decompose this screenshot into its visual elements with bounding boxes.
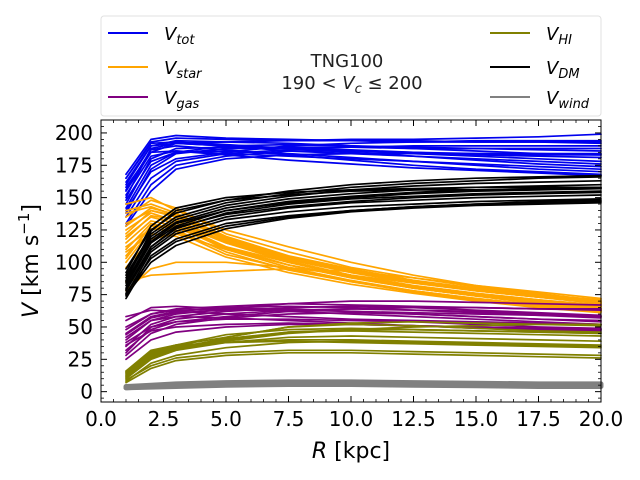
series-line-v-hi-7 bbox=[125, 323, 602, 379]
y-tick-label: 100 bbox=[55, 250, 93, 274]
series-line-v-tot-16 bbox=[125, 145, 602, 191]
y-tick-label: 125 bbox=[55, 218, 93, 242]
legend-label: Vwind bbox=[546, 88, 590, 112]
x-tick-label: 15.0 bbox=[454, 407, 499, 431]
series-line-v-gas-14 bbox=[125, 309, 602, 336]
series-line-v-gas-4 bbox=[125, 305, 602, 348]
x-tick-label: 20.0 bbox=[579, 407, 624, 431]
series-line-v-hi-6 bbox=[125, 349, 602, 381]
legend-item-gas: Vgas bbox=[108, 88, 200, 112]
series-line-v-dm-11 bbox=[125, 187, 602, 284]
legend-item-star: Vstar bbox=[108, 58, 203, 82]
series-line-v-hi-11 bbox=[125, 327, 602, 374]
series-line-v-hi-10 bbox=[125, 323, 602, 377]
series-line-v-tot-15 bbox=[125, 152, 602, 227]
y-tick-label: 75 bbox=[68, 283, 93, 307]
series-v-star bbox=[125, 196, 602, 314]
series-line-v-tot-17 bbox=[125, 141, 602, 180]
x-tick-label: 7.5 bbox=[273, 407, 305, 431]
series-v-wind bbox=[123, 379, 604, 391]
legend-frame bbox=[100, 15, 602, 117]
x-tick-label: 0.0 bbox=[85, 407, 117, 431]
x-axis-label: R [kpc] bbox=[312, 439, 390, 464]
x-tick-label: 5.0 bbox=[210, 407, 242, 431]
legend-item-tot: Vtot bbox=[108, 24, 195, 48]
series-line-v-dm-14 bbox=[125, 201, 602, 297]
series-line-v-dm-9 bbox=[125, 186, 602, 274]
axes: 0.0 2.5 5.0 7.5 10.0 12.5 15.0 17.5 20.0 0 25 50 75 1… bbox=[15, 119, 624, 464]
series-line-v-star-19 bbox=[125, 205, 602, 313]
legend-item-wind: Vwind bbox=[490, 88, 590, 112]
series-v-tot bbox=[125, 133, 602, 227]
series-v-dm bbox=[125, 174, 602, 300]
series-line-v-dm-10 bbox=[125, 187, 602, 282]
series-line-v-hi-9 bbox=[125, 351, 602, 384]
series-line-v-tot-14 bbox=[125, 147, 602, 214]
legend-label: Vgas bbox=[164, 88, 200, 112]
series-line-v-tot-12 bbox=[125, 143, 602, 209]
y-tick-label: 50 bbox=[68, 315, 93, 339]
x-tick-label: 10.0 bbox=[329, 407, 374, 431]
series-line-v-star-12 bbox=[125, 209, 602, 305]
y-axis-label: V [km s−1] bbox=[15, 204, 44, 318]
chart-subtitle: 190 < Vc ≤ 200 bbox=[281, 73, 422, 97]
legend-label: Vtot bbox=[164, 24, 195, 48]
series-line-v-hi-4 bbox=[125, 339, 602, 375]
y-tick-label: 200 bbox=[55, 121, 93, 145]
y-tick-label: 150 bbox=[55, 186, 93, 210]
series-line-v-gas-3 bbox=[125, 300, 602, 341]
x-tick-label: 2.5 bbox=[148, 407, 180, 431]
series-line-v-gas-11 bbox=[125, 309, 602, 326]
y-tick-label: 25 bbox=[68, 347, 93, 371]
chart-title: TNG100 bbox=[310, 51, 384, 72]
series-line-v-dm-7 bbox=[125, 198, 602, 296]
series-line-v-dm-13 bbox=[125, 199, 602, 295]
series-v-gas bbox=[125, 300, 602, 361]
x-tick-label: 12.5 bbox=[391, 407, 436, 431]
series-line-v-tot-6 bbox=[125, 142, 602, 183]
legend-item-hi: VHI bbox=[490, 24, 572, 48]
series-line-v-star-11 bbox=[125, 199, 602, 301]
series-line-v-tot-11 bbox=[125, 150, 602, 202]
y-tick-label: 0 bbox=[80, 380, 93, 404]
legend-label: Vstar bbox=[164, 58, 203, 82]
legend-item-dm: VDM bbox=[490, 58, 580, 82]
x-tick-label: 17.5 bbox=[516, 407, 561, 431]
series-v-hi bbox=[125, 320, 602, 384]
series-line-v-wind-2 bbox=[123, 382, 604, 391]
legend-label: VDM bbox=[546, 58, 580, 82]
series-layer bbox=[123, 133, 604, 391]
series-line-v-dm-6 bbox=[125, 194, 602, 292]
y-tick-label: 175 bbox=[55, 153, 93, 177]
series-line-v-tot-10 bbox=[125, 150, 602, 196]
legend-label: VHI bbox=[546, 24, 572, 48]
series-line-v-dm-12 bbox=[125, 191, 602, 291]
